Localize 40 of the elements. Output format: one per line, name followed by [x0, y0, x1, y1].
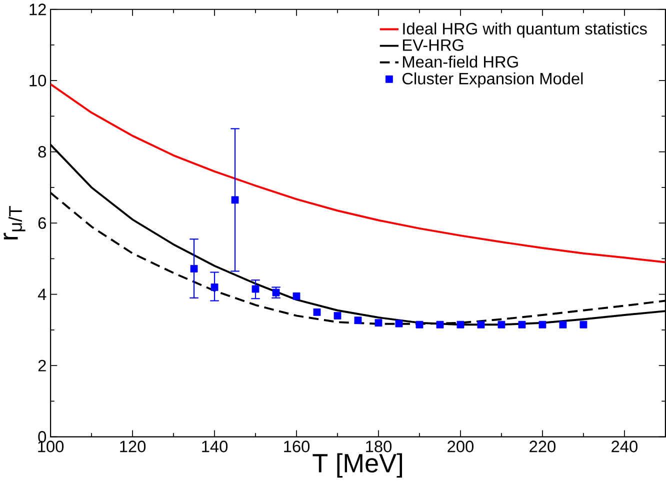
point — [477, 320, 485, 328]
y-axis-title: r$_{μ/T}$ — [4, 206, 26, 240]
x-tick-label: 120 — [120, 440, 146, 452]
point — [436, 320, 444, 328]
x-tick-label: 100 — [38, 440, 64, 452]
y-tick-label: 2 — [38, 360, 46, 372]
y-tick-label: 0 — [38, 430, 46, 442]
point — [395, 320, 403, 328]
y-tick-label: 8 — [38, 146, 46, 158]
y-tick-label: 10 — [30, 74, 46, 86]
point — [252, 285, 260, 293]
x-tick-label: 220 — [530, 440, 556, 452]
point — [292, 292, 300, 300]
point — [231, 196, 239, 204]
y-tick-label: 12 — [30, 3, 46, 15]
point — [498, 320, 506, 328]
point — [374, 318, 382, 326]
point — [190, 264, 198, 272]
point — [559, 320, 567, 328]
x-axis-title: T [MeV] — [312, 453, 402, 478]
x-tick-label: 140 — [202, 440, 228, 452]
legend-label: EV-HRG — [403, 39, 464, 51]
x-tick-label: 180 — [366, 440, 392, 452]
point — [354, 316, 362, 324]
point — [580, 320, 588, 328]
legend-label: Cluster Expansion Model — [402, 72, 583, 88]
point — [538, 320, 546, 328]
point — [210, 283, 218, 291]
x-tick-label: 200 — [448, 440, 474, 452]
point — [334, 312, 342, 320]
y-tick-label: 4 — [38, 288, 46, 300]
legend-label: Mean-field HRG — [403, 55, 518, 68]
point — [518, 320, 526, 328]
point — [456, 320, 464, 328]
legend-label: Ideal HRG with quantum statistics — [403, 22, 647, 38]
y-tick-label: 6 — [38, 217, 46, 229]
x-tick-label: 240 — [612, 440, 638, 452]
x-tick-label: 160 — [284, 440, 310, 452]
point — [416, 320, 424, 328]
point — [313, 308, 321, 316]
